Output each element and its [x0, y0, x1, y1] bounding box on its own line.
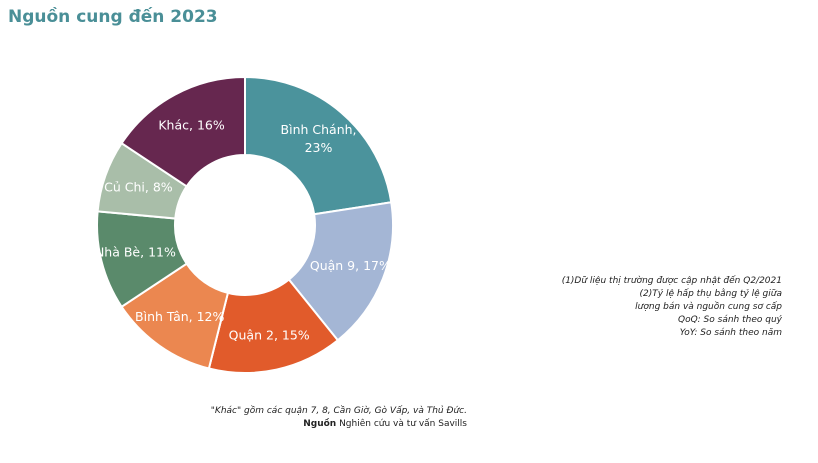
slice-quận-9: [287, 201, 394, 342]
slice-label: Củ Chi, 8%: [104, 179, 173, 194]
note: YoY: So sánh theo năm: [679, 328, 782, 338]
source-label: Nguồn: [303, 419, 337, 429]
slice-label: Bình Chánh, 23%: [281, 122, 357, 155]
notes: (1)Dữ liệu thị trường được cập nhật đến …: [522, 275, 782, 340]
slice-label: Quận 9, 17%: [310, 258, 391, 273]
note: QoQ: So sánh theo quý: [677, 315, 782, 325]
slice-label: Khác, 16%: [158, 117, 225, 132]
note: (2)Tỷ lệ hấp thụ bằng tỷ lệ giữa lượng b…: [635, 289, 782, 312]
footnote: "Khác" gồm các quận 7, 8, Cần Giờ, Gò Vấ…: [200, 405, 467, 431]
source: Nguồn Nghiên cứu và tư vấn Savills: [200, 418, 467, 431]
source-text: Nghiên cứu và tư vấn Savills: [339, 419, 467, 429]
chart-title: Nguồn cung đến 2023: [8, 7, 218, 27]
slice-label: Quận 2, 15%: [229, 327, 310, 342]
note: (1)Dữ liệu thị trường được cập nhật đến …: [561, 276, 782, 286]
slice-khác: [120, 75, 246, 188]
slice-bình-chánh: [244, 75, 393, 216]
slice-label: Bình Tân, 12%: [135, 309, 224, 324]
slice-label: Nhà Bè, 11%: [95, 245, 176, 260]
footnote-text: "Khác" gồm các quận 7, 8, Cần Giờ, Gò Vấ…: [210, 406, 467, 416]
